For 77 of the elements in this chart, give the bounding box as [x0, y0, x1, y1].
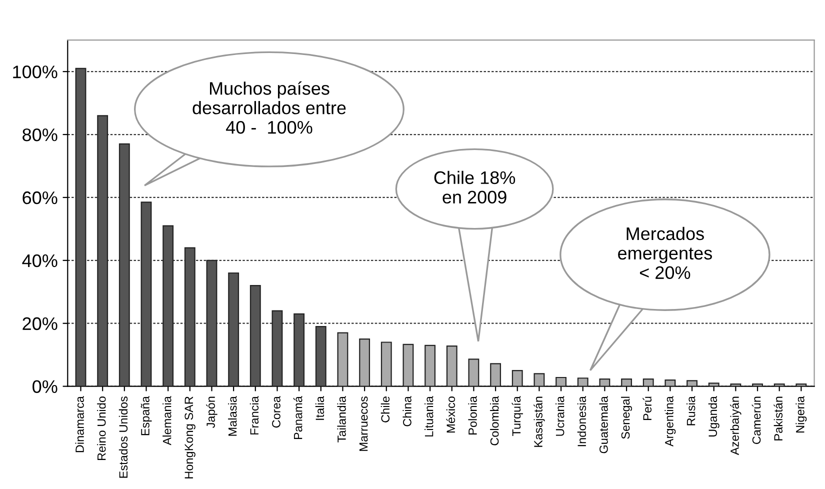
x-tick-label: Argentina	[664, 396, 676, 447]
bar	[708, 382, 720, 386]
bar	[359, 338, 370, 386]
bar	[642, 378, 654, 386]
x-tick-label: Alemania	[162, 396, 172, 446]
annotation: Chile 18% en 2009	[434, 170, 516, 204]
x-tick-label: Reino Unido	[97, 396, 106, 460]
x-tick-label: Camerún	[752, 396, 761, 444]
bar	[556, 376, 566, 386]
y-tick-label: 80%	[22, 128, 58, 142]
bar	[228, 272, 240, 386]
bar	[468, 358, 480, 386]
x-tick-label: Francia	[250, 396, 259, 434]
bar	[140, 202, 152, 386]
x-tick-label: Dinamarca	[75, 396, 84, 452]
bar	[664, 379, 676, 386]
bar	[402, 344, 414, 386]
y-tick-label: 0%	[32, 380, 58, 394]
x-tick-label: Rusia	[686, 396, 696, 426]
x-tick-label: Chile	[380, 396, 390, 422]
x-tick-label: Indonesia	[577, 396, 586, 446]
x-tick-label: Corea	[272, 396, 280, 428]
x-tick-label: Guatemala	[599, 396, 608, 454]
bar	[162, 225, 174, 386]
bar	[599, 378, 610, 386]
y-tick-label: 100%	[13, 66, 58, 78]
x-tick-label: Lituania	[424, 396, 434, 436]
bar	[446, 345, 458, 386]
bar	[621, 378, 632, 386]
x-tick-label: Tailandia	[337, 396, 346, 442]
bar	[97, 115, 108, 386]
x-tick-label: Kasajstán	[534, 396, 545, 447]
x-tick-label: HongKong SAR	[184, 396, 196, 478]
bar	[686, 380, 698, 386]
bar	[294, 313, 305, 386]
x-tick-label: Senegal	[621, 396, 632, 439]
x-tick-label: Turquía	[512, 396, 523, 436]
bar	[118, 143, 130, 386]
bar	[490, 363, 502, 386]
bar	[534, 373, 545, 386]
x-tick-label: Panamá	[293, 396, 302, 440]
bar	[337, 332, 348, 386]
x-tick-label: Japón	[206, 396, 218, 428]
x-tick-label: Azerbaiyán	[730, 396, 742, 456]
x-tick-label: Malasia	[228, 396, 237, 436]
bar	[512, 370, 523, 386]
y-tick-label: 20%	[22, 317, 58, 330]
x-tick-label: China	[402, 396, 412, 426]
x-tick-label: México	[446, 396, 456, 432]
x-tick-label: Italia	[315, 396, 324, 420]
x-tick-label: Polonia	[468, 396, 477, 434]
bar	[424, 344, 436, 386]
x-tick-label: Ucrania	[556, 396, 564, 436]
annotation: Mercados emergentes < 20%	[618, 226, 712, 280]
bar	[315, 326, 326, 386]
x-tick-label: Perú	[642, 396, 652, 420]
annotation: Muchos países desarrollados entre 40 - 100%	[192, 81, 346, 134]
bar	[184, 247, 196, 386]
bar	[380, 342, 392, 386]
x-tick-label: Marruecos	[359, 396, 368, 451]
x-tick-label: Colombia	[490, 396, 499, 446]
bar	[796, 384, 807, 386]
x-tick-label: Pakistán	[774, 396, 783, 440]
x-tick-label: Estados Unidos	[118, 396, 128, 478]
x-tick-label: Nigeria	[796, 396, 807, 432]
y-tick-label: 60%	[22, 191, 58, 204]
bar	[272, 310, 283, 386]
x-tick-label: Uganda	[708, 396, 720, 436]
bar	[730, 384, 742, 386]
bar	[250, 285, 261, 386]
bar	[577, 378, 588, 386]
x-tick-label: España	[140, 396, 152, 436]
bar	[752, 384, 763, 386]
bar	[75, 68, 86, 386]
bar	[206, 260, 218, 386]
bar	[774, 384, 785, 386]
y-tick-label: 40%	[22, 254, 58, 268]
